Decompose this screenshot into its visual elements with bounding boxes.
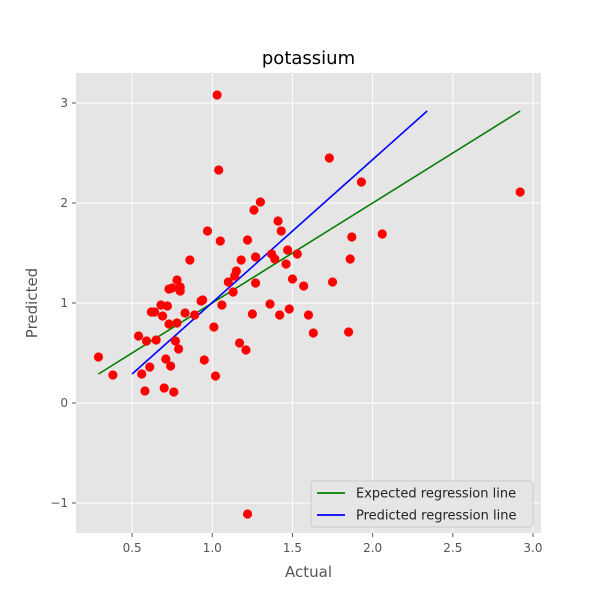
data-point [166,361,176,371]
legend-label: Expected regression line [356,487,516,502]
data-point [276,226,286,236]
legend-box [310,480,534,528]
data-point [169,387,179,397]
y-tick-label: 2 [60,196,68,210]
data-point [108,370,118,380]
data-point [255,197,265,207]
y-axis-ticks: −1 0 1 2 3 [50,96,76,510]
data-point [223,277,233,287]
data-point [515,187,525,197]
data-point [281,259,291,269]
data-point [190,310,200,320]
data-point [172,275,182,285]
data-point [292,249,302,259]
data-point [275,310,285,320]
x-axis-ticks: 0.5 1.0 1.5 2.0 2.5 3.0 [123,533,543,555]
data-point [141,336,152,346]
data-point [170,336,181,346]
data-point [231,266,241,276]
y-tick-label: 1 [60,296,68,310]
data-point [250,278,261,288]
data-point [347,232,357,242]
data-point [303,310,314,320]
data-point [377,229,387,239]
x-tick-label: 0.5 [123,541,142,555]
x-tick-label: 1.5 [283,541,302,555]
data-point [172,318,182,328]
data-point [287,274,298,284]
y-axis-label: Predicted [23,268,41,338]
data-point [159,383,169,393]
data-point [247,309,257,319]
legend-label: Predicted regression line [356,509,516,524]
data-point [162,301,172,311]
y-tick-label: −1 [50,496,68,510]
data-point [308,328,318,338]
data-point [327,277,338,287]
data-point [343,327,354,337]
data-point [157,311,168,321]
data-point [140,386,150,396]
data-point [228,287,238,297]
data-point [180,308,190,318]
data-point [175,286,185,296]
data-point [93,352,104,362]
data-point [236,255,246,265]
data-point [199,355,209,365]
data-point [345,254,355,264]
data-point [299,281,309,291]
data-point [137,369,147,379]
chart-title: potassium [262,48,355,69]
data-point [212,90,222,100]
data-point [149,307,160,317]
data-point [270,254,280,264]
predicted-regression-line [131,110,428,375]
expected-regression-line [98,110,521,375]
data-point [151,335,161,345]
scatter-points [93,90,525,519]
data-point [215,236,225,246]
data-point [241,345,251,355]
x-tick-label: 3.0 [523,541,542,555]
y-tick-label: 3 [60,96,68,110]
data-point [324,153,334,163]
data-point [161,354,171,364]
x-tick-label: 2.0 [363,541,382,555]
data-point [273,216,283,226]
data-point [202,226,213,236]
x-tick-label: 1.0 [203,541,222,555]
data-point [210,371,221,381]
data-point [234,338,245,348]
data-point [198,295,208,305]
x-tick-label: 2.5 [443,541,462,555]
data-point [185,255,195,265]
data-point [242,509,253,519]
data-point [356,177,367,187]
data-point [174,344,184,354]
x-axis-label: Actual [285,563,332,581]
legend: Expected regression line Predicted regres… [310,480,534,528]
data-point [249,205,259,215]
data-point [133,331,144,341]
data-point [283,245,293,255]
y-tick-label: 0 [60,396,68,410]
data-point [284,304,294,314]
data-point [214,165,224,175]
data-point [209,322,219,332]
data-point [242,235,253,245]
data-point [265,299,275,309]
data-point [167,283,177,293]
regression-lines [98,110,521,375]
data-point [145,362,155,372]
data-point [164,319,174,329]
data-point [250,252,261,262]
data-point [217,300,227,310]
